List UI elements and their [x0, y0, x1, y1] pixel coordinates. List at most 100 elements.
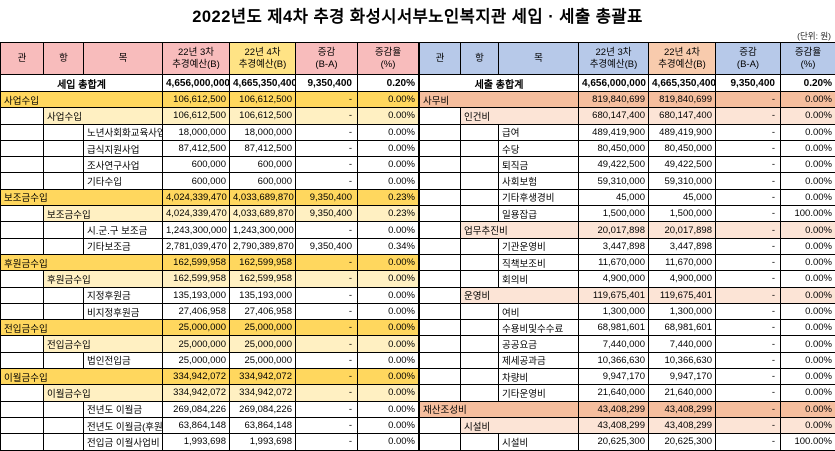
income-b4-cell: 87,412,500: [229, 139, 296, 158]
expense-gwan-label-cell: 사무비: [419, 90, 579, 109]
income-diff-cell: -: [295, 172, 358, 190]
expense-row: 인건비 680,147,400 680,147,400-0.00%: [419, 107, 835, 125]
expense-table: 관 항 목 22년 3차 추경예산(B) 22년 4차 추경예산(B) 증감 (…: [419, 42, 835, 451]
diff-line1: 증감: [317, 46, 336, 58]
income-b3-cell: 25,000,000: [162, 319, 230, 337]
expense-diff-cell: -: [715, 156, 781, 174]
blank-cell: [460, 319, 499, 337]
expense-diff-cell: -: [715, 188, 781, 207]
income-rate-cell: 0.00%: [357, 302, 419, 321]
expense-b3-cell: 1,500,000: [578, 205, 649, 223]
blank-cell: [460, 368, 499, 386]
income-b3-cell: 2,781,039,470: [162, 237, 230, 255]
income-diff-cell: -: [295, 302, 358, 321]
expense-rate-cell: 0.00%: [780, 221, 835, 239]
expense-b3-cell: 7,440,000: [578, 335, 649, 353]
expense-b3-cell: 21,640,000: [578, 384, 649, 402]
blank-cell: [43, 416, 84, 435]
blank-cell: [0, 205, 44, 223]
blank-cell: [460, 139, 499, 158]
income-rate-cell: 0.00%: [357, 270, 419, 288]
income-diff-cell: 9,350,400: [295, 188, 358, 207]
expense-rate-cell: 0.00%: [780, 416, 835, 435]
income-rate-cell: 0.00%: [357, 286, 419, 304]
expense-mok-label-cell: 기관운영비: [498, 237, 579, 255]
income-diff-cell: -: [295, 221, 358, 239]
blank-cell: [0, 156, 44, 174]
blank-cell: [0, 335, 44, 353]
income-diff-cell: -: [295, 319, 358, 337]
expense-b4-cell: 1,500,000: [648, 205, 716, 223]
income-row: 사업수입 106,612,500 106,612,500-0.00%: [0, 90, 419, 109]
blank-cell: [419, 237, 461, 255]
expense-row: 시설비 20,625,300 20,625,300-100.00%: [419, 433, 835, 451]
blank-cell: [460, 237, 499, 255]
expense-row: 수당 80,450,000 80,450,000-0.00%: [419, 139, 835, 158]
expense-b3-cell: 119,675,401: [578, 286, 649, 304]
expense-row: 사회보험 59,310,000 59,310,000-0.00%: [419, 172, 835, 190]
budget4-line1: 22년 4차: [244, 46, 281, 58]
income-b3-cell: 87,412,500: [162, 139, 230, 158]
blank-cell: [460, 270, 499, 288]
income-b3-cell: 600,000: [162, 172, 230, 190]
income-diff-cell: -: [295, 335, 358, 353]
income-rate-cell: 0.23%: [357, 205, 419, 223]
expense-diff-cell: -: [715, 205, 781, 223]
blank-cell: [419, 270, 461, 288]
rate-line2: (%): [380, 58, 396, 70]
blank-cell: [419, 123, 461, 141]
expense-col-header-diff: 증감 (B-A): [715, 42, 781, 75]
expense-b3-cell: 489,419,900: [578, 123, 649, 141]
expense-mok-label-cell: 직책보조비: [498, 253, 579, 272]
expense-b3-cell: 680,147,400: [578, 107, 649, 125]
income-diff-cell: -: [295, 107, 358, 125]
income-col-header-mok: 목: [83, 42, 163, 75]
income-b4-cell: 334,942,072: [229, 368, 296, 386]
income-b3-cell: 162,599,958: [162, 270, 230, 288]
income-diff-cell: -: [295, 433, 358, 451]
expense-b4-cell: 59,310,000: [648, 172, 716, 190]
income-diff-cell: -: [295, 90, 358, 109]
expense-diff-cell: -: [715, 286, 781, 304]
income-row: 비지정후원금 27,406,958 27,406,958-0.00%: [0, 302, 419, 321]
income-hang-label-cell: 후원금수입: [43, 270, 163, 288]
blank-cell: [419, 205, 461, 223]
blank-cell: [43, 237, 84, 255]
income-rate-cell: 0.23%: [357, 188, 419, 207]
expense-diff-cell: -: [715, 351, 781, 370]
income-row: 지정후원금 135,193,000 135,193,000-0.00%: [0, 286, 419, 304]
income-hang-label-cell: 이월금수입: [43, 384, 163, 402]
blank-cell: [419, 156, 461, 174]
income-total-diff: 9,350,400: [295, 74, 358, 92]
expense-row: 퇴직금 49,422,500 49,422,500-0.00%: [419, 156, 835, 174]
expense-b3-cell: 4,900,000: [578, 270, 649, 288]
expense-col-header-hang: 항: [460, 42, 499, 75]
income-row: 급식지원사업 87,412,500 87,412,500-0.00%: [0, 139, 419, 158]
income-b4-cell: 106,612,500: [229, 90, 296, 109]
income-b3-cell: 334,942,072: [162, 368, 230, 386]
blank-cell: [0, 270, 44, 288]
expense-b4-cell: 11,670,000: [648, 253, 716, 272]
expense-b3-cell: 11,670,000: [578, 253, 649, 272]
expense-mok-label-cell: 수용비및수수료: [498, 319, 579, 337]
income-diff-cell: -: [295, 139, 358, 158]
income-b4-cell: 1,993,698: [229, 433, 296, 451]
expense-diff-cell: -: [715, 107, 781, 125]
expense-rate-cell: 0.00%: [780, 351, 835, 370]
income-gwan-label-cell: 후원금수입: [0, 253, 163, 272]
expense-hang-label-cell: 운영비: [460, 286, 579, 304]
income-mok-label-cell: 기타수입: [83, 172, 163, 190]
income-row: 기타보조금 2,781,039,470 2,790,389,870 9,350,400…: [0, 237, 419, 255]
income-b4-cell: 600,000: [229, 172, 296, 190]
blank-cell: [460, 123, 499, 141]
income-mok-label-cell: 노년사회화교육사업: [83, 123, 163, 141]
expense-mok-label-cell: 퇴직금: [498, 156, 579, 174]
income-diff-cell: -: [295, 368, 358, 386]
income-b4-cell: 4,033,689,870: [229, 188, 296, 207]
income-row: 전입금 이월사업비 1,993,698 1,993,698-0.00%: [0, 433, 419, 451]
expense-row: 운영비 119,675,401 119,675,401-0.00%: [419, 286, 835, 304]
income-row: 보조금수입 4,024,339,470 4,033,689,870 9,350,400…: [0, 205, 419, 223]
income-b4-cell: 1,243,300,000: [229, 221, 296, 239]
income-diff-cell: -: [295, 123, 358, 141]
